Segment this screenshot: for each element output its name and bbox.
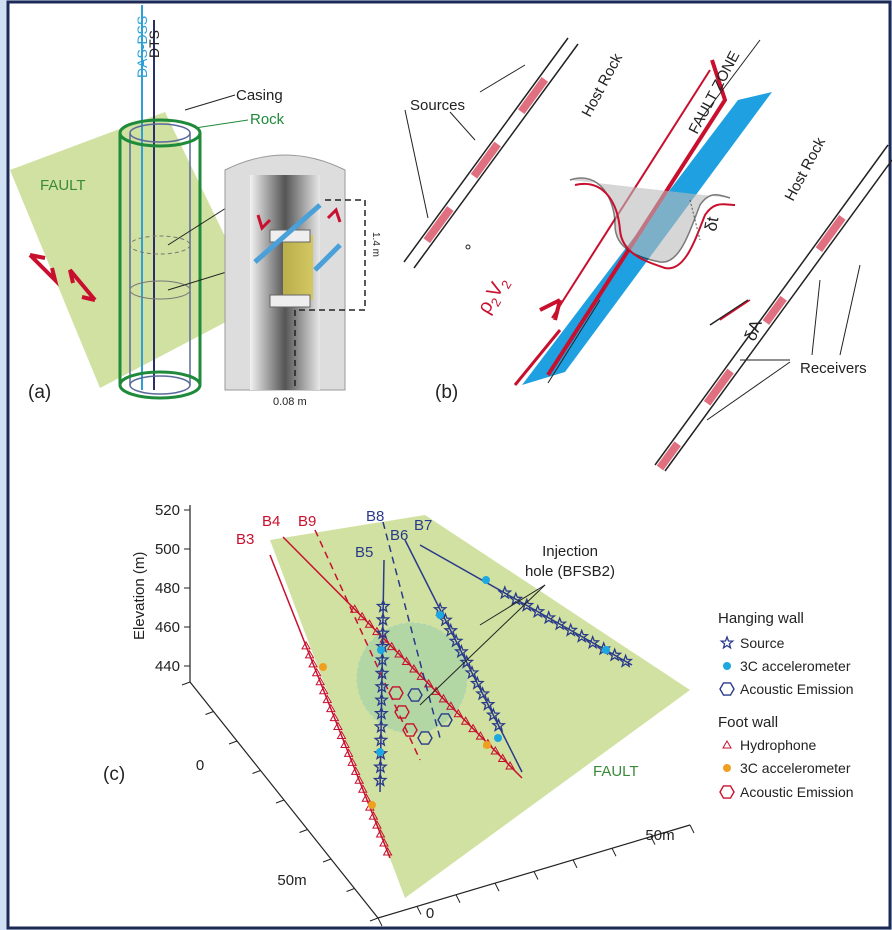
panel-label: (a) bbox=[28, 382, 51, 403]
tick-label: 0 bbox=[196, 757, 204, 774]
accelerometer-marker bbox=[723, 764, 731, 772]
tick-label: 480 bbox=[155, 580, 180, 597]
figure: DAS-DSS DTS Casing Rock FAULT 1.4 m 0.08… bbox=[0, 0, 892, 930]
length-label: 1.4 m bbox=[370, 232, 381, 257]
legend-item: Source bbox=[740, 635, 785, 651]
tool-inset bbox=[225, 155, 365, 390]
panel-label: (c) bbox=[103, 764, 125, 785]
injection-label: Injection bbox=[542, 543, 598, 560]
receivers-label: Receivers bbox=[800, 360, 867, 377]
borehole-label: B4 bbox=[262, 513, 280, 530]
y-axis-title: Elevation (m) bbox=[131, 552, 148, 640]
diameter-label: 0.08 m bbox=[273, 396, 307, 408]
dts-label: DTS bbox=[146, 30, 162, 58]
legend-item: 3C accelerometer bbox=[740, 760, 851, 776]
panel-label: (b) bbox=[435, 382, 458, 403]
tick-label: 0 bbox=[426, 905, 434, 922]
legend-item: Hydrophone bbox=[740, 737, 816, 753]
rock-label: Rock bbox=[250, 111, 285, 128]
tick-label: 520 bbox=[155, 502, 180, 519]
injection-label: hole (BFSB2) bbox=[525, 563, 615, 580]
fault-label: FAULT bbox=[40, 177, 86, 194]
accelerometer-marker bbox=[319, 663, 327, 671]
accelerometer-marker bbox=[377, 646, 385, 654]
accelerometer-marker bbox=[602, 646, 610, 654]
accelerometer-marker bbox=[368, 801, 376, 809]
page: DAS-DSS DTS Casing Rock FAULT 1.4 m 0.08… bbox=[0, 0, 892, 930]
borehole-label: B6 bbox=[390, 527, 408, 544]
fault-label: FAULT bbox=[593, 763, 639, 780]
accelerometer-marker bbox=[482, 576, 490, 584]
accelerometer-marker bbox=[483, 741, 491, 749]
casing-label: Casing bbox=[236, 87, 283, 104]
tick-label: 50m bbox=[645, 827, 674, 844]
legend-item: 3C accelerometer bbox=[740, 658, 851, 674]
borehole-label: B8 bbox=[366, 508, 384, 525]
legend-heading: Hanging wall bbox=[718, 610, 804, 627]
legend-heading: Foot wall bbox=[718, 714, 778, 731]
borehole-label: B7 bbox=[414, 517, 432, 534]
borehole-label: B9 bbox=[298, 513, 316, 530]
tick-label: 460 bbox=[155, 619, 180, 636]
sources-label: Sources bbox=[410, 97, 465, 114]
borehole-label: B5 bbox=[355, 544, 373, 561]
accelerometer-marker bbox=[376, 748, 384, 756]
tick-label: 440 bbox=[155, 658, 180, 675]
borehole-label: B3 bbox=[236, 531, 254, 548]
accelerometer-marker bbox=[436, 611, 444, 619]
tick-label: 50m bbox=[277, 872, 306, 889]
legend-item: Acoustic Emission bbox=[740, 784, 854, 800]
legend-item: Acoustic Emission bbox=[740, 681, 854, 697]
accelerometer-marker bbox=[494, 734, 502, 742]
accelerometer-marker bbox=[723, 662, 731, 670]
tick-label: 500 bbox=[155, 541, 180, 558]
